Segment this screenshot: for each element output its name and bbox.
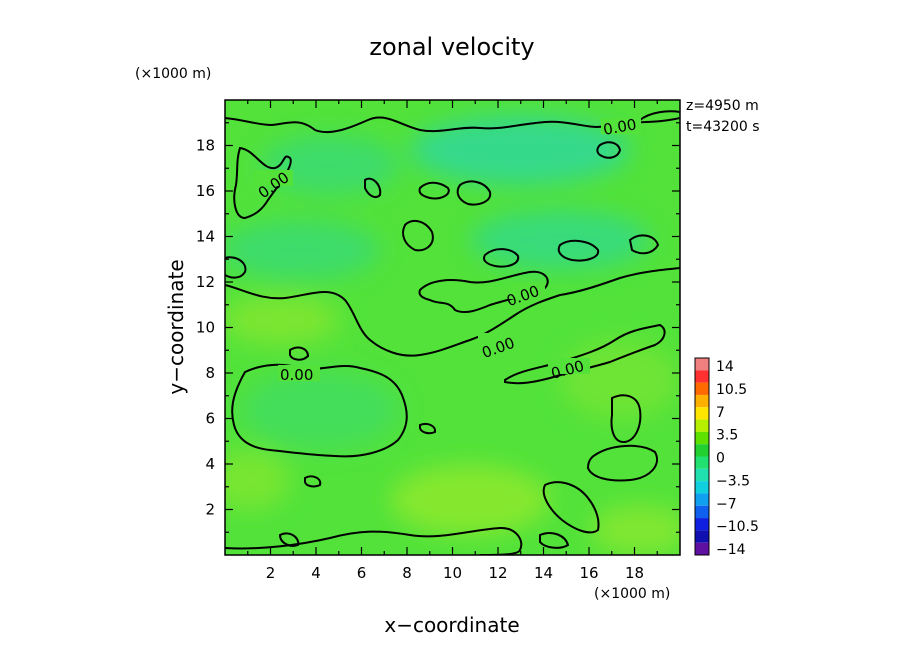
contour-small-7 (364, 177, 382, 198)
time-annotation: t=43200 s (686, 119, 760, 135)
y-tick-label: 2 (205, 501, 215, 519)
x-tick-label: 14 (534, 564, 553, 582)
colorbar-label: 14 (716, 359, 734, 375)
colorbar-label: 0 (716, 451, 725, 467)
y-tick-label: 4 (205, 455, 215, 473)
colorbar-label: 7 (716, 405, 725, 421)
y-tick-label: 8 (205, 364, 215, 382)
x-tick-label: 18 (625, 564, 644, 582)
colorbar-label: 3.5 (716, 428, 738, 444)
axis-ticks (225, 100, 680, 555)
contour-small-6 (596, 141, 622, 159)
contour-lower-right (586, 444, 658, 482)
y-tick-label: 6 (205, 410, 215, 428)
contour-bottom-right (542, 481, 600, 534)
colorbar-swatch (695, 407, 709, 420)
contour-label: 0.00 (602, 115, 638, 139)
colorbar-frame (694, 357, 710, 556)
height-annotation: z=4950 m (686, 98, 759, 114)
contour-small-2 (456, 180, 492, 206)
colorbar-labels: 14 10.5 7 3.5 0 −3.5 −7 −10.5 −14 (716, 359, 759, 558)
zero-contours (225, 110, 680, 555)
x-tick-label: 10 (443, 564, 462, 582)
colorbar-swatch (695, 394, 709, 408)
contour-small-10 (278, 532, 300, 547)
colorbar-label: −10.5 (716, 519, 759, 535)
y-tick-label: 14 (196, 228, 215, 246)
colorbar-swatch (695, 358, 709, 371)
y-tick-label: 16 (196, 182, 215, 200)
colorbar-swatch (695, 518, 709, 531)
contour-small-12 (539, 532, 570, 549)
contour-bottom (225, 526, 523, 555)
contour-small-9 (304, 475, 322, 488)
colorbar-swatch (695, 419, 709, 432)
colorbar-swatch (695, 468, 709, 482)
x-tick-label: 4 (311, 564, 321, 582)
contour-small-8 (289, 346, 310, 361)
contour-label-group: 0.00 0.00 0.00 0.00 0.00 0.00 (253, 115, 641, 384)
contour-small-11 (628, 234, 660, 255)
contour-right-lobe (610, 394, 642, 444)
contour-small-4 (557, 239, 600, 262)
contour-top (225, 116, 680, 134)
colorbar (694, 357, 710, 556)
y-tick-label: 10 (196, 319, 215, 337)
y-axis-label: y−coordinate (164, 259, 188, 394)
contour-small-3 (483, 248, 520, 268)
colorbar-swatch (695, 530, 709, 543)
x-unit-label: (×1000 m) (594, 586, 670, 602)
contour-upper-left (233, 146, 292, 220)
colorbar-swatch (695, 431, 709, 445)
colorbar-swatch (695, 370, 709, 383)
contour-label: 0.00 (280, 366, 313, 384)
colorbar-swatch (695, 481, 709, 494)
colorbar-swatch (695, 444, 709, 457)
x-tick-label: 8 (402, 564, 412, 582)
x-tick-label: 16 (579, 564, 598, 582)
colorbar-label: −3.5 (716, 473, 750, 489)
colorbar-label: −7 (716, 496, 737, 512)
contour-small-14 (639, 110, 680, 121)
y-tick-labels: 2 4 6 8 10 12 14 16 18 (196, 137, 215, 519)
contour-small-1 (418, 181, 450, 200)
colorbar-swatch (695, 382, 709, 395)
x-tick-labels: 2 4 6 8 10 12 14 16 18 (266, 564, 644, 582)
contour-small-15 (225, 256, 247, 279)
colorbar-label: 10.5 (716, 382, 747, 398)
y-unit-label: (×1000 m) (135, 66, 211, 82)
contour-small-13 (419, 422, 437, 435)
colorbar-swatch (695, 493, 709, 506)
contour-main-band (225, 267, 680, 357)
x-axis-label: x−coordinate (384, 613, 519, 637)
y-tick-label: 18 (196, 137, 215, 155)
chart-title: zonal velocity (369, 33, 534, 61)
colorbar-label: −14 (716, 542, 746, 558)
x-tick-label: 2 (266, 564, 276, 582)
colorbar-swatch (695, 456, 709, 469)
colorbar-swatch (695, 505, 709, 519)
x-tick-label: 12 (488, 564, 507, 582)
heatmap-field: 0.00 0.00 0.00 0.00 0.00 0.00 (225, 100, 680, 555)
x-tick-label: 6 (357, 564, 367, 582)
y-tick-label: 12 (196, 273, 215, 291)
contour-small-5 (402, 219, 434, 252)
colorbar-swatch (695, 542, 709, 555)
